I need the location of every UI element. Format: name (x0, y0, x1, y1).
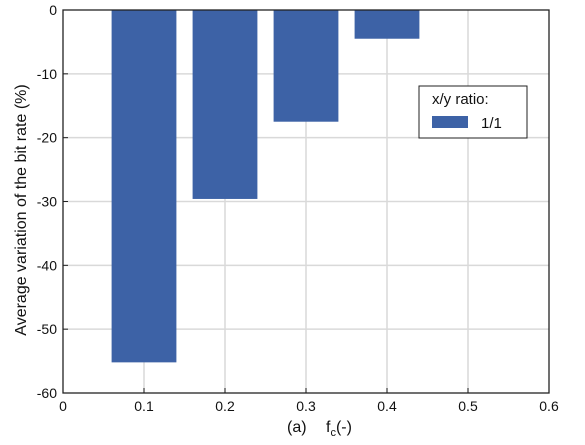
x-tick-label: 0.1 (134, 398, 154, 414)
bar (111, 10, 177, 363)
x-tick-label: 0.3 (296, 398, 316, 414)
y-tick-label: -20 (37, 130, 57, 146)
x-axis-label-subscript: c (330, 427, 336, 439)
x-tick-label: 0.4 (377, 398, 397, 414)
y-tick-label: -40 (37, 257, 57, 273)
legend-title: x/y ratio: (432, 91, 489, 108)
bar (192, 10, 258, 199)
x-tick-label: 0.2 (215, 398, 235, 414)
x-tick-label: 0 (59, 398, 67, 414)
bar (354, 10, 420, 39)
x-axis-label-main: f (326, 419, 331, 436)
bars (111, 10, 420, 363)
legend-entry-label: 1/1 (481, 115, 502, 132)
bar (273, 10, 339, 122)
legend-swatch (432, 116, 468, 128)
y-tick-label: -60 (37, 385, 57, 401)
x-tick-label: 0.5 (458, 398, 478, 414)
y-tick-label: -10 (37, 66, 57, 82)
x-axis-label-suffix: (-) (336, 419, 352, 436)
y-tick-label: 0 (49, 2, 57, 18)
y-ticks: 0 -10 -20 -30 -40 -50 -60 (37, 2, 68, 401)
y-tick-label: -30 (37, 194, 57, 210)
legend-box (418, 85, 528, 139)
panel-label: (a) (287, 419, 307, 436)
legend: x/y ratio: 1/1 (418, 85, 528, 139)
y-axis-label: Average variation of the bit rate (%) (13, 84, 30, 335)
x-tick-label: 0.6 (539, 398, 559, 414)
x-axis-label: fc(-) (326, 419, 352, 439)
y-tick-label: -50 (37, 321, 57, 337)
x-ticks: 0 0.1 0.2 0.3 0.4 0.5 0.6 (59, 388, 559, 414)
